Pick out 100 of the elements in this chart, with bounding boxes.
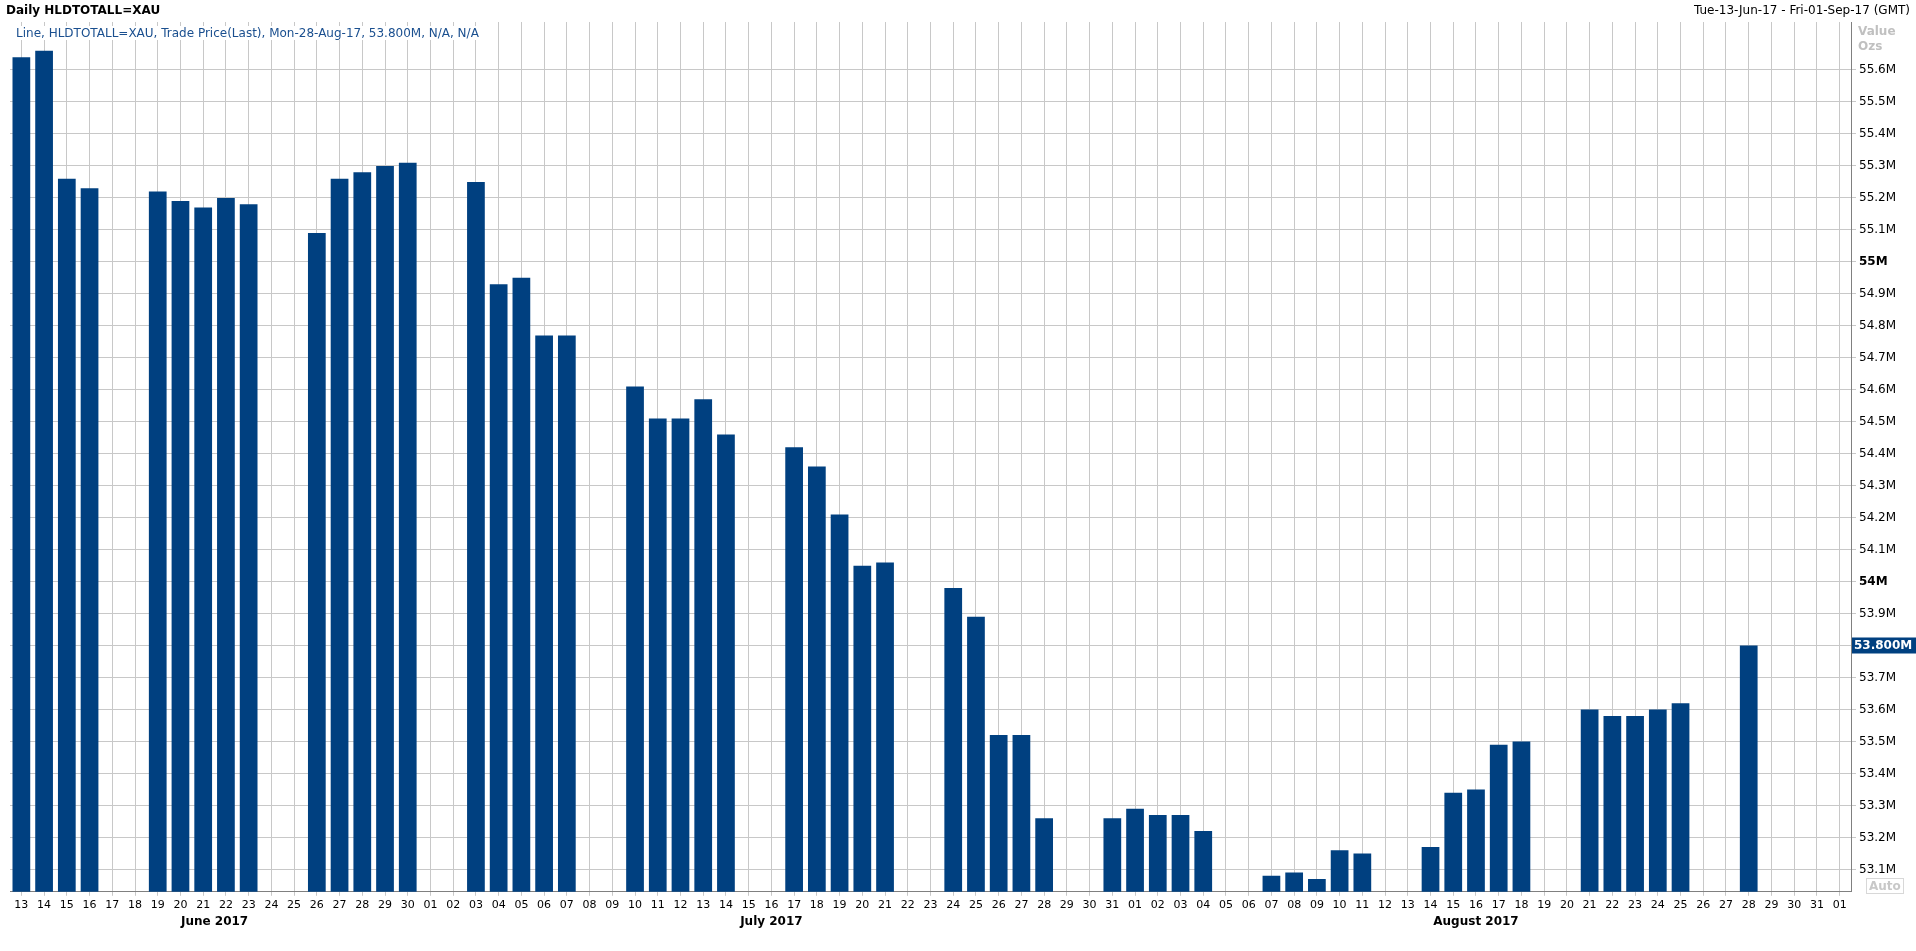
text: 53.800M: [1854, 637, 1913, 652]
x-tick-label: 30: [400, 898, 415, 912]
text: August 2017: [1433, 913, 1519, 928]
x-tick-label: 02: [1150, 898, 1165, 912]
x-tick-label: 18: [1514, 898, 1529, 912]
x-tick-label: 21: [878, 898, 893, 912]
x-tick-label: 01: [423, 898, 438, 912]
x-tick-label: 17: [105, 898, 120, 912]
y-tick-label: 53.9M: [1859, 605, 1897, 620]
x-tick-label: 20: [173, 898, 188, 912]
x-tick-label: 20: [855, 898, 870, 912]
x-tick-label: 23: [1628, 898, 1643, 912]
x-tick-label: 05: [514, 898, 529, 912]
x-tick-label: 06: [537, 898, 552, 912]
x-tick-label: 11: [1355, 898, 1370, 912]
x-tick-label: 01: [1832, 898, 1847, 912]
x-tick-label: 22: [218, 898, 233, 912]
text: Tue-13-Jun-17 - Fri-01-Sep-17 (GMT): [1693, 3, 1910, 17]
x-tick-label: 27: [332, 898, 347, 912]
x-tick-label: 07: [559, 898, 574, 912]
x-tick-label: 29: [1059, 898, 1074, 912]
x-tick-label: 03: [1173, 898, 1188, 912]
y-tick-label: 55M: [1859, 253, 1888, 268]
x-tick-label: 09: [1309, 898, 1324, 912]
y-tick-label: 54.8M: [1859, 317, 1897, 332]
x-tick-label: 25: [968, 898, 983, 912]
x-tick-label: 16: [764, 898, 779, 912]
x-tick-label: 27: [1718, 898, 1733, 912]
x-tick-label: 07: [1264, 898, 1279, 912]
y-tick-label: 54.6M: [1859, 381, 1897, 396]
x-tick-label: 11: [650, 898, 665, 912]
y-tick-label: 53.7M: [1859, 669, 1897, 684]
x-tick-label: 19: [150, 898, 165, 912]
x-tick-label: 14: [718, 898, 733, 912]
x-tick-label: 15: [59, 898, 74, 912]
y-tick-label: 54.1M: [1859, 541, 1897, 556]
y-tick-label: 55.6M: [1859, 62, 1897, 77]
x-tick-label: 29: [378, 898, 393, 912]
x-tick-label: 23: [241, 898, 256, 912]
x-tick-label: 12: [1378, 898, 1393, 912]
x-tick-label: 17: [787, 898, 802, 912]
x-tick-label: 26: [991, 898, 1006, 912]
x-tick-label: 21: [1582, 898, 1597, 912]
x-tick-label: 24: [264, 898, 279, 912]
x-tick-label: 24: [946, 898, 961, 912]
x-tick-label: 24: [1650, 898, 1665, 912]
y-axis-title: Value Ozs: [1858, 24, 1897, 54]
x-tick-label: 28: [1037, 898, 1052, 912]
x-tick-label: 27: [1014, 898, 1029, 912]
x-tick-label: 08: [1287, 898, 1302, 912]
x-tick-label: 04: [1196, 898, 1211, 912]
y-tick-label: 53.1M: [1859, 861, 1897, 876]
x-tick-label: 05: [1218, 898, 1233, 912]
x-tick-label: 22: [1605, 898, 1620, 912]
y-tick-label: 55.3M: [1859, 158, 1897, 173]
y-tick-label: 54.7M: [1859, 349, 1897, 364]
text: July 2017: [739, 913, 803, 928]
x-tick-label: 12: [673, 898, 688, 912]
x-tick-label: 28: [355, 898, 370, 912]
x-tick-label: 06: [1241, 898, 1256, 912]
y-tick-label: 54.4M: [1859, 445, 1897, 460]
x-tick-label: 01: [1128, 898, 1143, 912]
x-tick-label: 31: [1809, 898, 1824, 912]
x-tick-label: 30: [1082, 898, 1097, 912]
y-tick-label: 53.2M: [1859, 829, 1897, 844]
x-tick-label: 10: [1332, 898, 1347, 912]
x-tick-label: 21: [196, 898, 211, 912]
x-tick-label: 30: [1787, 898, 1802, 912]
x-tick-label: 13: [14, 898, 29, 912]
x-tick-label: 31: [1105, 898, 1120, 912]
x-tick-label: 04: [491, 898, 506, 912]
y-tick-label: 55.2M: [1859, 190, 1897, 204]
y-tick-label: 53.6M: [1859, 701, 1897, 716]
y-tick-label: 55.4M: [1859, 126, 1897, 141]
x-tick-label: 09: [605, 898, 620, 912]
x-tick-label: 10: [628, 898, 643, 912]
x-tick-label: 20: [1559, 898, 1574, 912]
x-tick-label: 28: [1741, 898, 1756, 912]
x-tick-label: 22: [900, 898, 915, 912]
x-tick-label: 25: [1673, 898, 1688, 912]
x-tick-label: 19: [1537, 898, 1552, 912]
x-tick-label: 23: [923, 898, 938, 912]
y-tick-label: 53.4M: [1859, 765, 1897, 780]
y-tick-label: 53.5M: [1859, 733, 1897, 748]
x-tick-label: 16: [82, 898, 97, 912]
y-tick-label: 54.5M: [1859, 413, 1897, 428]
x-tick-label: 13: [696, 898, 711, 912]
x-tick-label: 26: [309, 898, 324, 912]
x-tick-label: 26: [1696, 898, 1711, 912]
chart-title: Daily HLDTOTALL=XAU: [6, 3, 161, 17]
x-tick-label: 25: [287, 898, 302, 912]
y-tick-label: 55.5M: [1859, 94, 1897, 109]
x-tick-label: 17: [1491, 898, 1506, 912]
x-tick-label: 14: [1423, 898, 1438, 912]
x-tick-label: 14: [37, 898, 52, 912]
x-tick-label: 13: [1400, 898, 1415, 912]
y-tick-label: 53.3M: [1859, 797, 1897, 812]
y-tick-label: 54.3M: [1859, 477, 1897, 492]
x-tick-label: 29: [1764, 898, 1779, 912]
x-tick-label: 15: [1446, 898, 1461, 912]
